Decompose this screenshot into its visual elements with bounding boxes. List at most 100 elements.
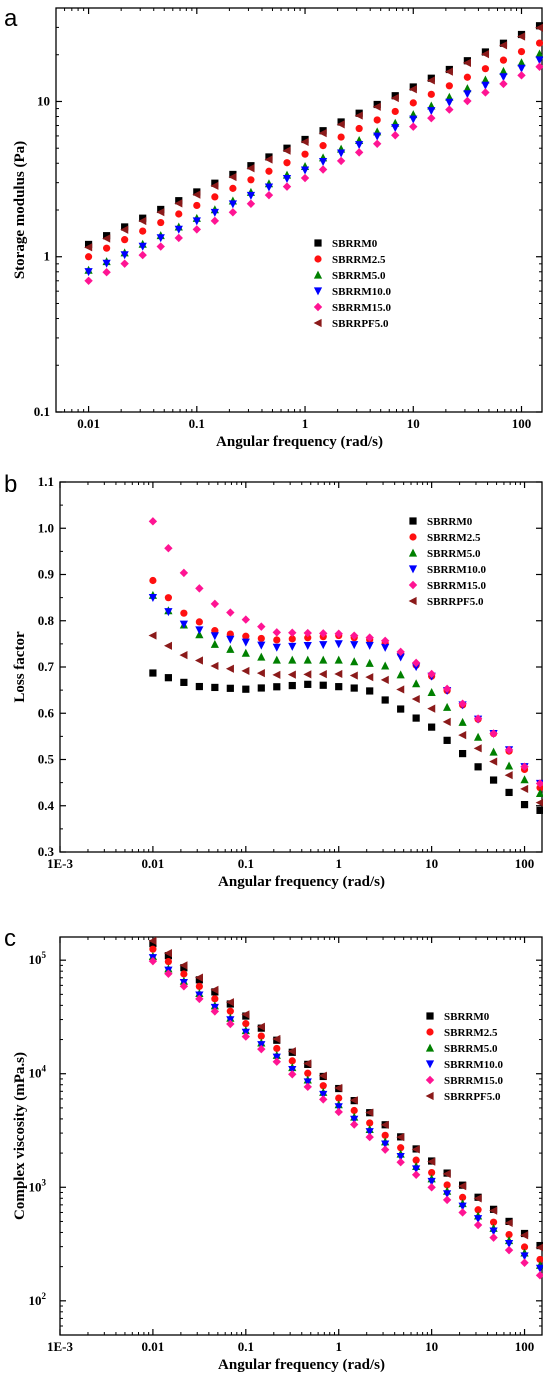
data-point <box>520 800 529 809</box>
data-point <box>180 970 188 978</box>
series-SBRRM15.0 <box>148 517 543 788</box>
data-point <box>458 699 467 708</box>
data-point <box>535 789 543 798</box>
data-point <box>350 684 358 692</box>
data-point <box>164 543 173 553</box>
legend-label: SBRRM5.0 <box>444 1043 498 1055</box>
data-point <box>225 998 234 1007</box>
data-point <box>355 109 363 117</box>
y-tick-label: 0.6 <box>38 705 55 720</box>
data-point <box>535 798 543 807</box>
data-point <box>300 173 310 183</box>
legend-marker <box>408 580 418 590</box>
data-point <box>481 49 490 59</box>
data-point <box>84 243 93 252</box>
data-point <box>428 1168 436 1177</box>
data-point <box>241 648 250 657</box>
data-point <box>426 76 435 85</box>
chart-complex-viscosity: 1E-3 0.01 0.1 1 10 100 102 103 104 105 Angular fre… <box>12 936 543 1373</box>
data-point <box>210 599 220 609</box>
data-point <box>303 655 312 664</box>
data-point <box>226 1019 235 1029</box>
data-point <box>520 1243 529 1251</box>
data-point <box>445 82 453 90</box>
legend-marker <box>426 1012 434 1020</box>
data-point <box>409 115 418 124</box>
data-point <box>412 714 420 722</box>
x-tick-label: 1 <box>335 856 342 871</box>
data-point <box>288 655 297 664</box>
data-point <box>397 705 405 713</box>
data-point <box>489 1233 498 1242</box>
data-point <box>504 771 513 780</box>
data-point <box>303 1078 312 1087</box>
data-point <box>257 1032 265 1040</box>
data-point <box>246 164 255 173</box>
y-tick-label: 0.7 <box>38 659 55 674</box>
data-point <box>256 669 265 678</box>
data-point <box>180 964 188 972</box>
data-point <box>373 116 381 124</box>
data-point <box>242 632 250 640</box>
legend-label: SBRRM5.0 <box>332 270 386 282</box>
data-point <box>318 1071 327 1080</box>
data-point <box>120 251 129 260</box>
legend-marker <box>409 533 417 541</box>
data-point <box>164 674 172 682</box>
legend-label: SBRRM10.0 <box>332 286 391 298</box>
data-point <box>396 647 405 657</box>
data-point <box>350 631 359 640</box>
x-tick-label: 10 <box>425 1339 438 1354</box>
series-SBRRM10.0 <box>148 954 543 1273</box>
data-point <box>195 982 203 991</box>
data-point <box>156 234 165 243</box>
data-point <box>179 568 189 578</box>
data-point <box>489 729 498 738</box>
data-point <box>318 165 328 174</box>
data-point <box>442 1195 452 1205</box>
data-point <box>365 1108 374 1117</box>
data-point <box>272 643 281 652</box>
data-point <box>264 155 273 164</box>
data-point <box>366 687 374 695</box>
data-point <box>246 191 256 200</box>
data-point <box>381 643 390 652</box>
x-tick-label: 1E-3 <box>47 1339 74 1354</box>
data-point <box>391 131 400 140</box>
data-point <box>210 216 220 226</box>
data-point <box>226 684 234 692</box>
data-point <box>149 939 157 948</box>
data-point <box>210 1007 220 1016</box>
data-point <box>210 985 219 995</box>
data-point <box>163 949 172 958</box>
data-point <box>120 225 129 234</box>
data-point <box>121 236 129 244</box>
data-point <box>303 628 312 638</box>
data-point <box>504 761 514 770</box>
y-tick-label: 1.0 <box>38 520 54 535</box>
data-point <box>318 670 327 679</box>
data-point <box>381 1140 390 1149</box>
data-point <box>336 120 345 129</box>
data-point <box>319 681 327 689</box>
data-point <box>164 969 173 978</box>
data-point <box>84 240 93 249</box>
data-point <box>412 679 421 688</box>
data-point <box>288 635 296 643</box>
data-point <box>148 517 158 526</box>
data-point <box>473 744 482 753</box>
data-point <box>427 704 436 713</box>
data-point <box>396 1158 405 1167</box>
data-point <box>499 79 508 89</box>
data-point <box>335 683 343 691</box>
series-SBRRM5.0 <box>148 590 543 798</box>
legend-label: SBRRM5.0 <box>427 548 481 560</box>
data-point <box>412 1156 420 1164</box>
data-point <box>481 81 490 90</box>
data-point <box>174 225 183 234</box>
data-point <box>194 656 203 665</box>
data-point <box>349 671 358 680</box>
x-tick-label: 10 <box>407 416 420 431</box>
data-point <box>164 952 172 960</box>
data-point <box>257 684 265 692</box>
